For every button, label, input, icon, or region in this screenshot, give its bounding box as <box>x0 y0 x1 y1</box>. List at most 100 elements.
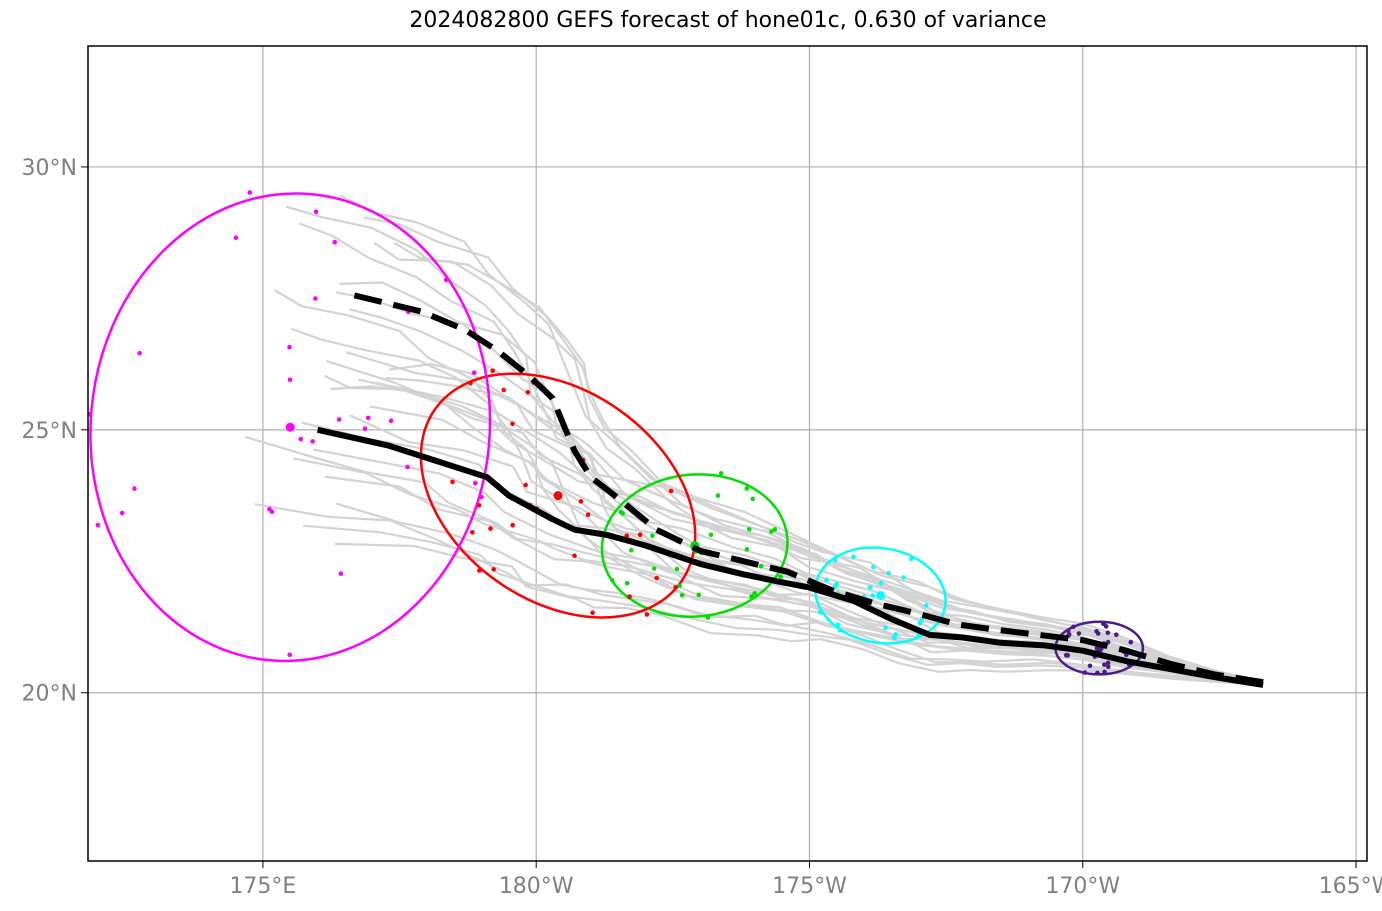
day4-member-position <box>477 568 482 573</box>
day2-member-position <box>883 625 888 631</box>
chart-title: 2024082800 GEFS forecast of hone01c, 0.6… <box>409 8 1047 33</box>
day4-member-position <box>644 612 650 617</box>
day1-member-position <box>1114 632 1119 637</box>
ensemble-track <box>388 363 1264 684</box>
mean-track-solid <box>316 426 1264 688</box>
day5-member-position <box>313 296 318 301</box>
day1-member-position <box>1128 639 1134 645</box>
day3-member-position <box>677 583 682 589</box>
day3-member-position <box>715 493 721 498</box>
day2-member-position <box>824 577 829 583</box>
day2-member-position <box>867 585 873 590</box>
day1-member-position <box>1102 669 1107 675</box>
day4-mean-position <box>553 491 563 501</box>
day1-member-position <box>1095 631 1101 636</box>
day2-member-position <box>919 617 925 622</box>
day5-member-position <box>267 506 272 512</box>
day4-member-position <box>488 526 493 531</box>
day2-member-position <box>851 554 856 560</box>
day1-member-position <box>1105 630 1111 636</box>
day4-member-position <box>668 488 674 494</box>
day4-member-position <box>654 575 659 581</box>
day4-member-position <box>624 533 630 538</box>
day3-member-position <box>752 591 757 596</box>
x-tick-label: 175°E <box>229 874 296 899</box>
day4-member-position <box>627 594 632 600</box>
day2-member-position <box>924 603 929 608</box>
day2-mean-position <box>876 590 886 600</box>
day5-member-position <box>137 350 142 356</box>
day4-member-position <box>470 530 475 535</box>
day2-member-position <box>871 564 876 570</box>
day2-member-position <box>901 575 906 580</box>
ensemble-tracks <box>244 194 1264 686</box>
day4-member-position <box>510 421 515 427</box>
day1-member-position <box>1101 621 1107 626</box>
day3-member-position <box>747 527 752 532</box>
day3-member-position <box>718 471 724 476</box>
day3-member-position <box>758 563 764 569</box>
day4-member-position <box>450 479 455 485</box>
day4-member-position <box>476 503 482 508</box>
day4-member-position <box>673 585 678 590</box>
day1-member-position <box>1071 624 1076 630</box>
axis-ticks: 175°E 180°W 175°W 170°W 165°W 20°N 25°N 30°N <box>22 156 1382 899</box>
day5-mean-position <box>285 422 295 432</box>
day1-member-position <box>1102 662 1107 667</box>
day2-member-position <box>835 622 841 627</box>
day4-member-position <box>501 387 507 393</box>
day5-member-position <box>473 480 478 486</box>
day2-member-position <box>892 635 897 641</box>
day4-member-position <box>510 522 515 528</box>
x-tick-label: 165°W <box>1319 874 1382 899</box>
day3-member-position <box>650 533 655 538</box>
day5-member-position <box>338 571 344 576</box>
day2-member-position <box>837 627 843 633</box>
day2-member-position <box>917 621 923 626</box>
day5-member-position <box>443 277 449 283</box>
day3-member-position <box>705 615 711 620</box>
day3-member-position <box>744 547 750 552</box>
plot-frame <box>87 45 1368 862</box>
ensemble-track <box>340 194 1264 684</box>
day4-member-position <box>590 610 595 615</box>
day3-member-position <box>708 532 714 538</box>
day1-member-position <box>1105 660 1111 666</box>
day2-member-position <box>878 580 884 586</box>
day5-ellipse <box>89 192 492 663</box>
day5-member-position <box>287 652 293 658</box>
x-tick-label: 175°W <box>772 874 847 899</box>
day3-member-position <box>651 566 657 571</box>
x-tick-label: 170°W <box>1045 874 1120 899</box>
day4-member-position <box>468 381 473 386</box>
day3-member-position <box>618 509 624 515</box>
day5-member-position <box>332 239 338 245</box>
day5-member-position <box>365 415 371 421</box>
mean-track-dashed <box>344 290 1264 686</box>
day5-member-position <box>88 411 92 417</box>
day4-ellipse <box>419 372 697 619</box>
day2-member-position <box>886 570 891 576</box>
day1-member-position <box>1082 670 1088 675</box>
day2-member-position <box>909 556 914 562</box>
day5-member-position <box>119 510 125 516</box>
day3-member-position <box>778 574 783 579</box>
day1-member-position <box>1106 664 1111 670</box>
ensemble-track <box>323 374 1264 684</box>
ensemble-track <box>393 241 1264 684</box>
day3-member-position <box>744 486 749 491</box>
y-tick-label: 30°N <box>22 156 77 181</box>
ensemble-track <box>290 327 1264 684</box>
day1-member-position <box>1065 653 1070 658</box>
day2-member-position <box>834 581 840 587</box>
day1-member-position <box>1087 663 1093 669</box>
day5-member-position <box>479 494 484 500</box>
ensemble-positions <box>88 190 1134 676</box>
day3-member-position <box>629 547 634 553</box>
ensemble-track <box>324 475 1264 686</box>
day3-member-position <box>609 577 615 583</box>
day5-member-position <box>388 418 394 424</box>
day4-member-position <box>637 532 643 537</box>
ensemble-track <box>345 351 1264 686</box>
day5-member-position <box>298 436 304 442</box>
